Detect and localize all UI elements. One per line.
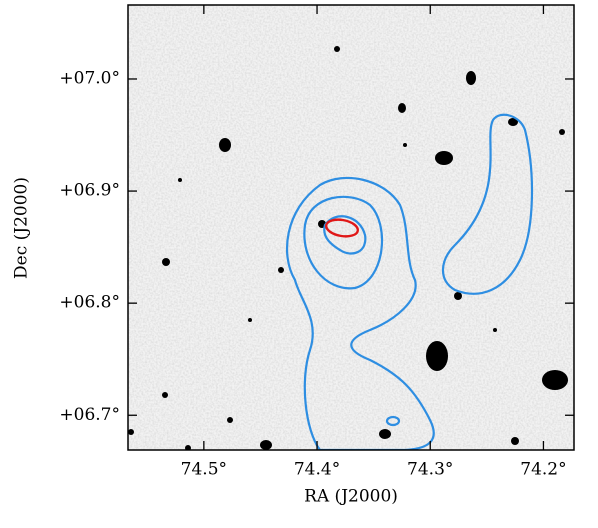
contour	[441, 113, 534, 295]
x-tick-label: 74.4°	[294, 460, 340, 480]
red-contour	[324, 218, 360, 238]
plot-frame	[127, 4, 575, 451]
x-tick-label: 74.5°	[181, 460, 227, 480]
contour	[285, 176, 435, 450]
y-tick-label: +06.7°	[59, 405, 120, 425]
y-tick-label: +06.8°	[59, 293, 120, 313]
y-tick-label: +07.0°	[59, 68, 120, 88]
x-axis-label: RA (J2000)	[304, 487, 398, 507]
x-tick-label: 74.2°	[520, 460, 566, 480]
y-axis-label: Dec (J2000)	[12, 177, 32, 279]
contour	[303, 195, 384, 290]
y-tick-label: +06.9°	[59, 181, 120, 201]
x-tick-label: 74.3°	[407, 460, 453, 480]
contour	[323, 215, 367, 255]
contour	[385, 415, 401, 427]
sky-image	[128, 5, 574, 450]
